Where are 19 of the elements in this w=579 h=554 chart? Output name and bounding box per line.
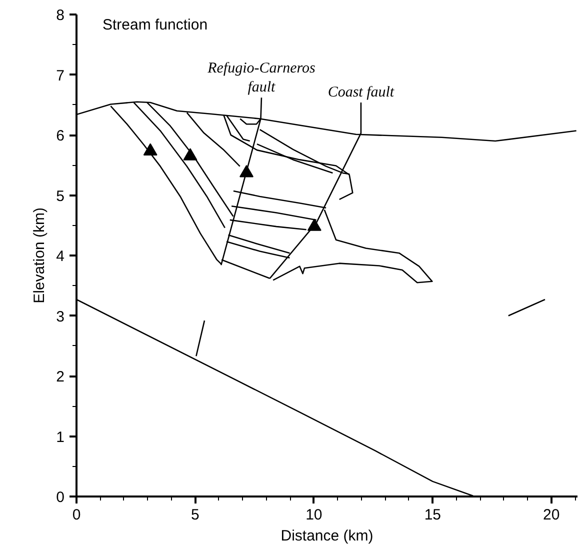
- y-tick-label: 5: [56, 188, 64, 205]
- y-tick-label: 2: [56, 368, 64, 386]
- annotation: Coast fault: [328, 84, 395, 100]
- chart-title: Stream function: [102, 16, 208, 34]
- y-axis-title: Elevation (km): [31, 208, 48, 304]
- x-axis-title: Distance (km): [280, 528, 374, 544]
- annotation: Refugio-Carneros fault: [206, 60, 316, 96]
- x-tick-label: 20: [543, 506, 560, 524]
- y-tick-label: 1: [56, 428, 64, 446]
- y-tick-label: 7: [56, 67, 64, 84]
- y-tick-label: 8: [56, 7, 64, 24]
- y-tick-label: 0: [56, 489, 64, 506]
- y-tick-label: 3: [56, 308, 64, 326]
- x-tick-label: 5: [191, 506, 200, 524]
- x-tick-label: 10: [306, 506, 322, 524]
- x-tick-label: 0: [72, 506, 81, 524]
- x-tick-label: 15: [424, 506, 442, 524]
- y-tick-label: 6: [56, 128, 64, 144]
- y-tick-label: 4: [56, 248, 64, 265]
